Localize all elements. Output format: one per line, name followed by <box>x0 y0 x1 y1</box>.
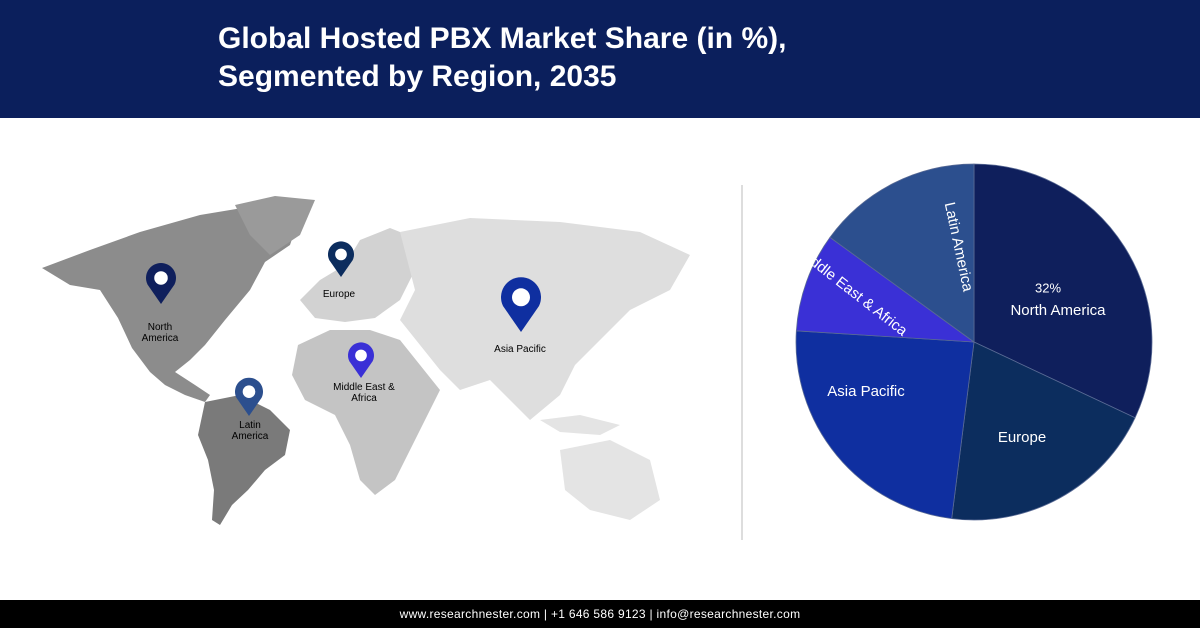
pie-slice <box>829 163 975 343</box>
slice-label: Europe <box>998 429 1046 446</box>
pie-slice <box>973 163 1153 419</box>
oceania <box>560 440 660 520</box>
map-pin-dot <box>512 288 530 307</box>
map-label: Asia Pacific <box>494 344 546 355</box>
indonesia <box>540 415 620 435</box>
map-pin-dot <box>335 248 347 261</box>
map-label: Middle East & Africa <box>333 382 395 404</box>
map-pin-dot <box>154 271 168 285</box>
latin-america <box>198 395 290 525</box>
map-pin-dot <box>242 385 256 398</box>
pie-slice <box>795 330 975 520</box>
value-label: 32% <box>1035 280 1061 295</box>
europe <box>300 228 420 322</box>
africa <box>292 330 440 495</box>
greenland <box>235 196 315 255</box>
central-america <box>150 372 210 402</box>
map-label: North America <box>141 322 179 344</box>
map-label: Latin America <box>231 420 269 442</box>
chart: North America 32% Europe Asia Pacific Middle… <box>42 163 1153 540</box>
title: Global Hosted PBX Market Share (in %), S… <box>218 22 787 93</box>
footer: www.researchnester.com | +1 646 586 9123… <box>0 600 1200 628</box>
slice-label: North America <box>1010 302 1106 319</box>
pins <box>146 241 541 416</box>
asia <box>400 218 690 420</box>
world-map <box>42 196 690 525</box>
map-pin-dot <box>355 349 367 362</box>
pie-slice <box>951 341 1136 521</box>
map-label: Europe <box>322 289 356 300</box>
header: Global Hosted PBX Market Share (in %), S… <box>0 0 1200 118</box>
pie-slice <box>795 236 976 343</box>
slice-label: Asia Pacific <box>827 383 905 400</box>
